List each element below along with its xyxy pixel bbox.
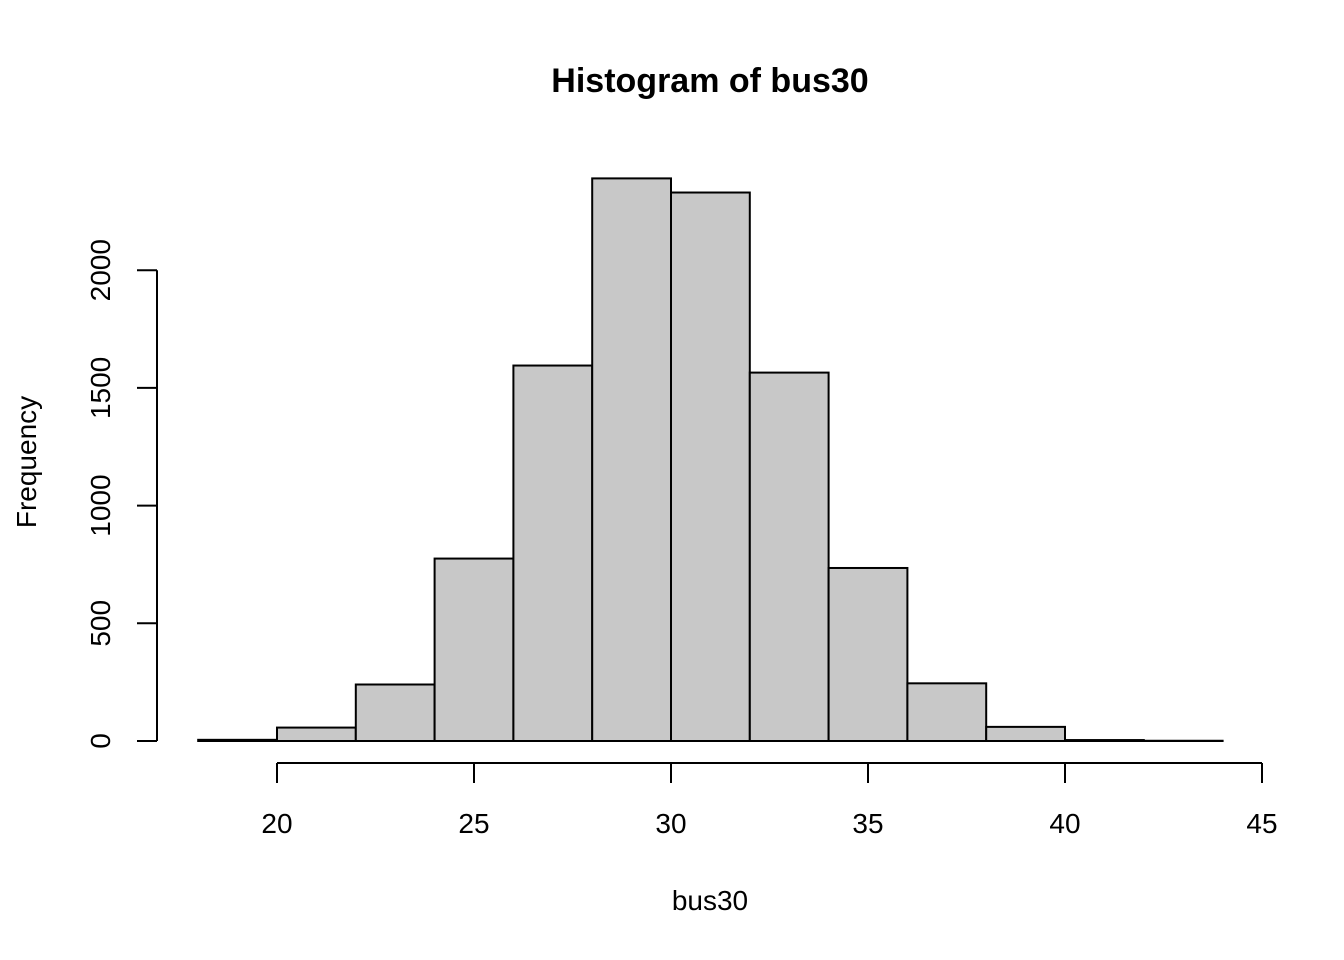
x-tick-label: 35 [852,808,883,839]
y-axis: 0 500 1000 1500 2000 [85,239,158,749]
histogram-bar [670,191,751,742]
histogram-bar [433,557,515,742]
x-tick-label: 45 [1246,808,1277,839]
x-tick-label: 25 [458,808,489,839]
x-tick-label: 20 [261,808,292,839]
y-tick-label: 1000 [85,474,116,536]
y-tick-label: 500 [85,600,116,647]
histogram-bar [276,726,357,743]
bars-group [197,177,1224,743]
histogram-bar [354,683,436,743]
histogram-bar [197,738,278,742]
histogram-bar [906,682,988,743]
histogram-bar [748,371,830,742]
x-axis-label: bus30 [672,885,748,916]
x-tick-label: 30 [655,808,686,839]
histogram-bar [1064,739,1145,743]
x-axis: 20 25 30 35 40 45 [261,762,1278,839]
histogram-bar [512,364,594,742]
histogram-bar [985,725,1067,742]
y-axis-label: Frequency [11,396,42,528]
x-tick-label: 40 [1049,808,1080,839]
histogram-bar [591,177,673,743]
y-tick-label: 1500 [85,357,116,419]
chart-title: Histogram of bus30 [551,62,868,100]
y-tick-label: 2000 [85,239,116,301]
y-tick-label: 0 [85,733,116,749]
histogram-bar [827,566,909,743]
